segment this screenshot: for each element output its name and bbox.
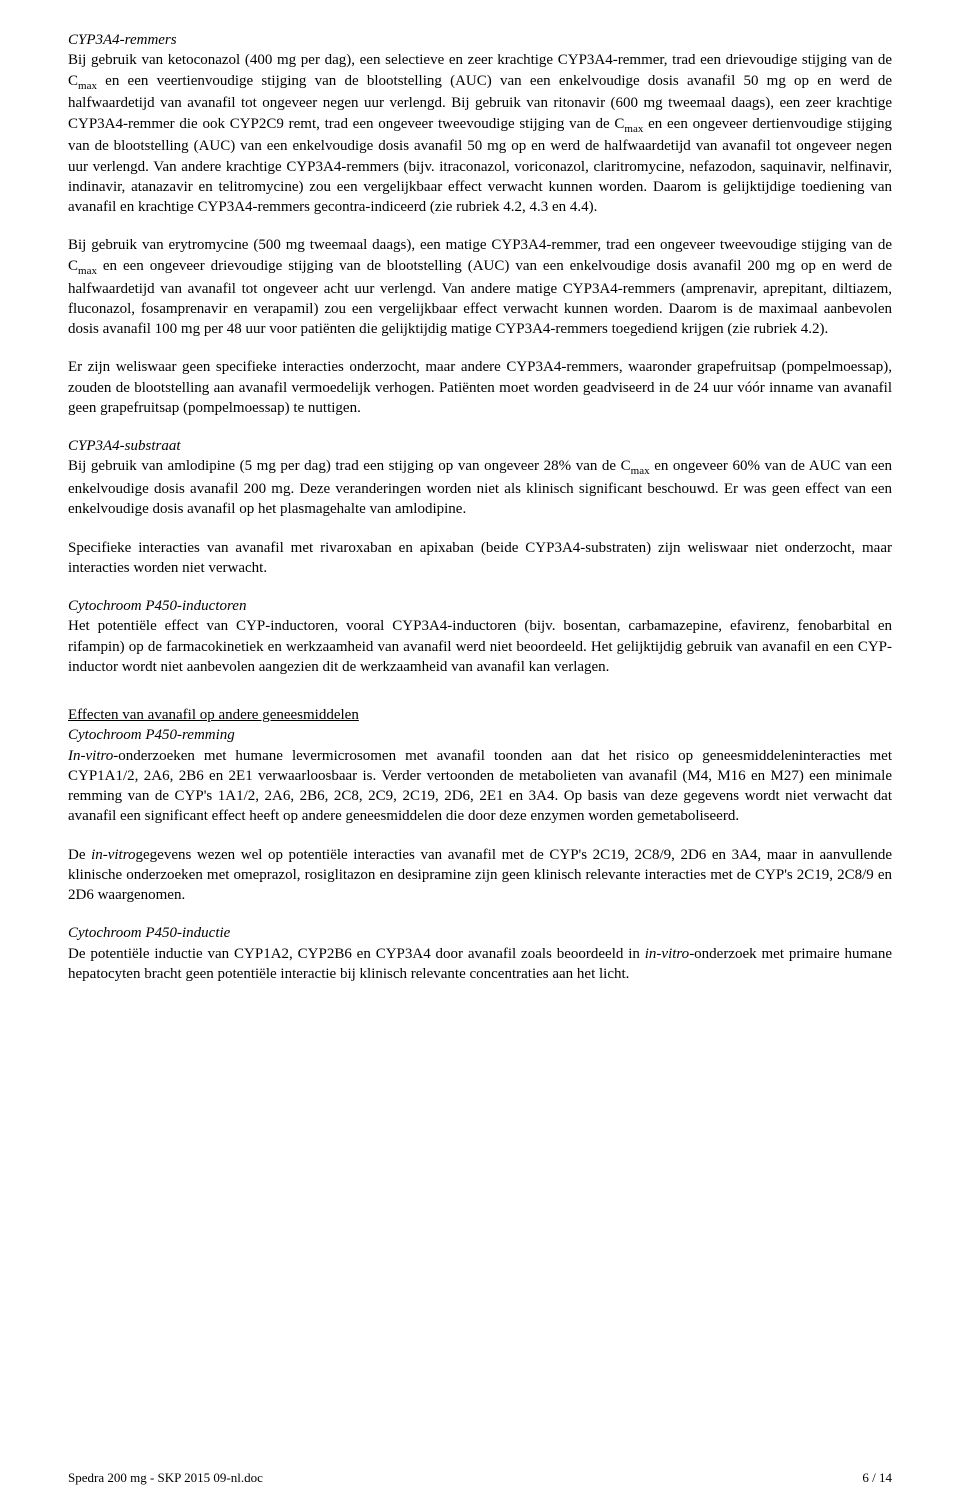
footer: Spedra 200 mg - SKP 2015 09-nl.doc 6 / 1…: [68, 1469, 892, 1487]
body-text: en een ongeveer drievoudige stijging van…: [68, 258, 892, 337]
subscript: max: [78, 80, 97, 92]
heading-p450-inductie: Cytochroom P450-inductie: [68, 923, 892, 943]
body-italic: In-vitro: [68, 748, 113, 764]
section-erytromycine: Bij gebruik van erytromycine (500 mg twe…: [68, 235, 892, 339]
heading-p450-inductoren: Cytochroom P450-inductoren: [68, 596, 892, 616]
body-italic: in-vitro: [91, 847, 135, 863]
body-text: -onderzoeken met humane levermicrosomen …: [68, 748, 892, 825]
section-cyp3a4-substraat: CYP3A4-substraat Bij gebruik van amlodip…: [68, 436, 892, 520]
heading-cyp3a4-remmers: CYP3A4-remmers: [68, 30, 892, 50]
heading-cyp3a4-substraat: CYP3A4-substraat: [68, 436, 892, 456]
subscript: max: [624, 123, 643, 135]
footer-filename: Spedra 200 mg - SKP 2015 09-nl.doc: [68, 1469, 263, 1487]
section-p450-inductoren: Cytochroom P450-inductoren Het potentiël…: [68, 596, 892, 677]
heading-effecten: Effecten van avanafil op andere geneesmi…: [68, 705, 892, 725]
section-rivaroxaban: Specifieke interacties van avanafil met …: [68, 538, 892, 579]
footer-page-number: 6 / 14: [862, 1469, 892, 1487]
body-text: Het potentiële effect van CYP-inductoren…: [68, 618, 892, 675]
body-italic: in-vitro: [645, 946, 689, 962]
subscript: max: [631, 465, 650, 477]
section-in-vitro-gegevens: De in-vitrogegevens wezen wel op potenti…: [68, 845, 892, 906]
section-grapefruit: Er zijn weliswaar geen specifieke intera…: [68, 357, 892, 418]
heading-p450-remming: Cytochroom P450-remming: [68, 725, 892, 745]
section-cyp3a4-remmers: CYP3A4-remmers Bij gebruik van ketoconaz…: [68, 30, 892, 217]
body-text: De potentiële inductie van CYP1A2, CYP2B…: [68, 946, 645, 962]
section-p450-inductie: Cytochroom P450-inductie De potentiële i…: [68, 923, 892, 984]
body-text: Bij gebruik van amlodipine (5 mg per dag…: [68, 458, 631, 474]
body-text: Er zijn weliswaar geen specifieke intera…: [68, 359, 892, 416]
body-text: gegevens wezen wel op potentiële interac…: [68, 847, 892, 904]
body-text: De: [68, 847, 91, 863]
subscript: max: [78, 265, 97, 277]
section-effecten-avanafil: Effecten van avanafil op andere geneesmi…: [68, 705, 892, 827]
body-text: Specifieke interacties van avanafil met …: [68, 540, 892, 576]
